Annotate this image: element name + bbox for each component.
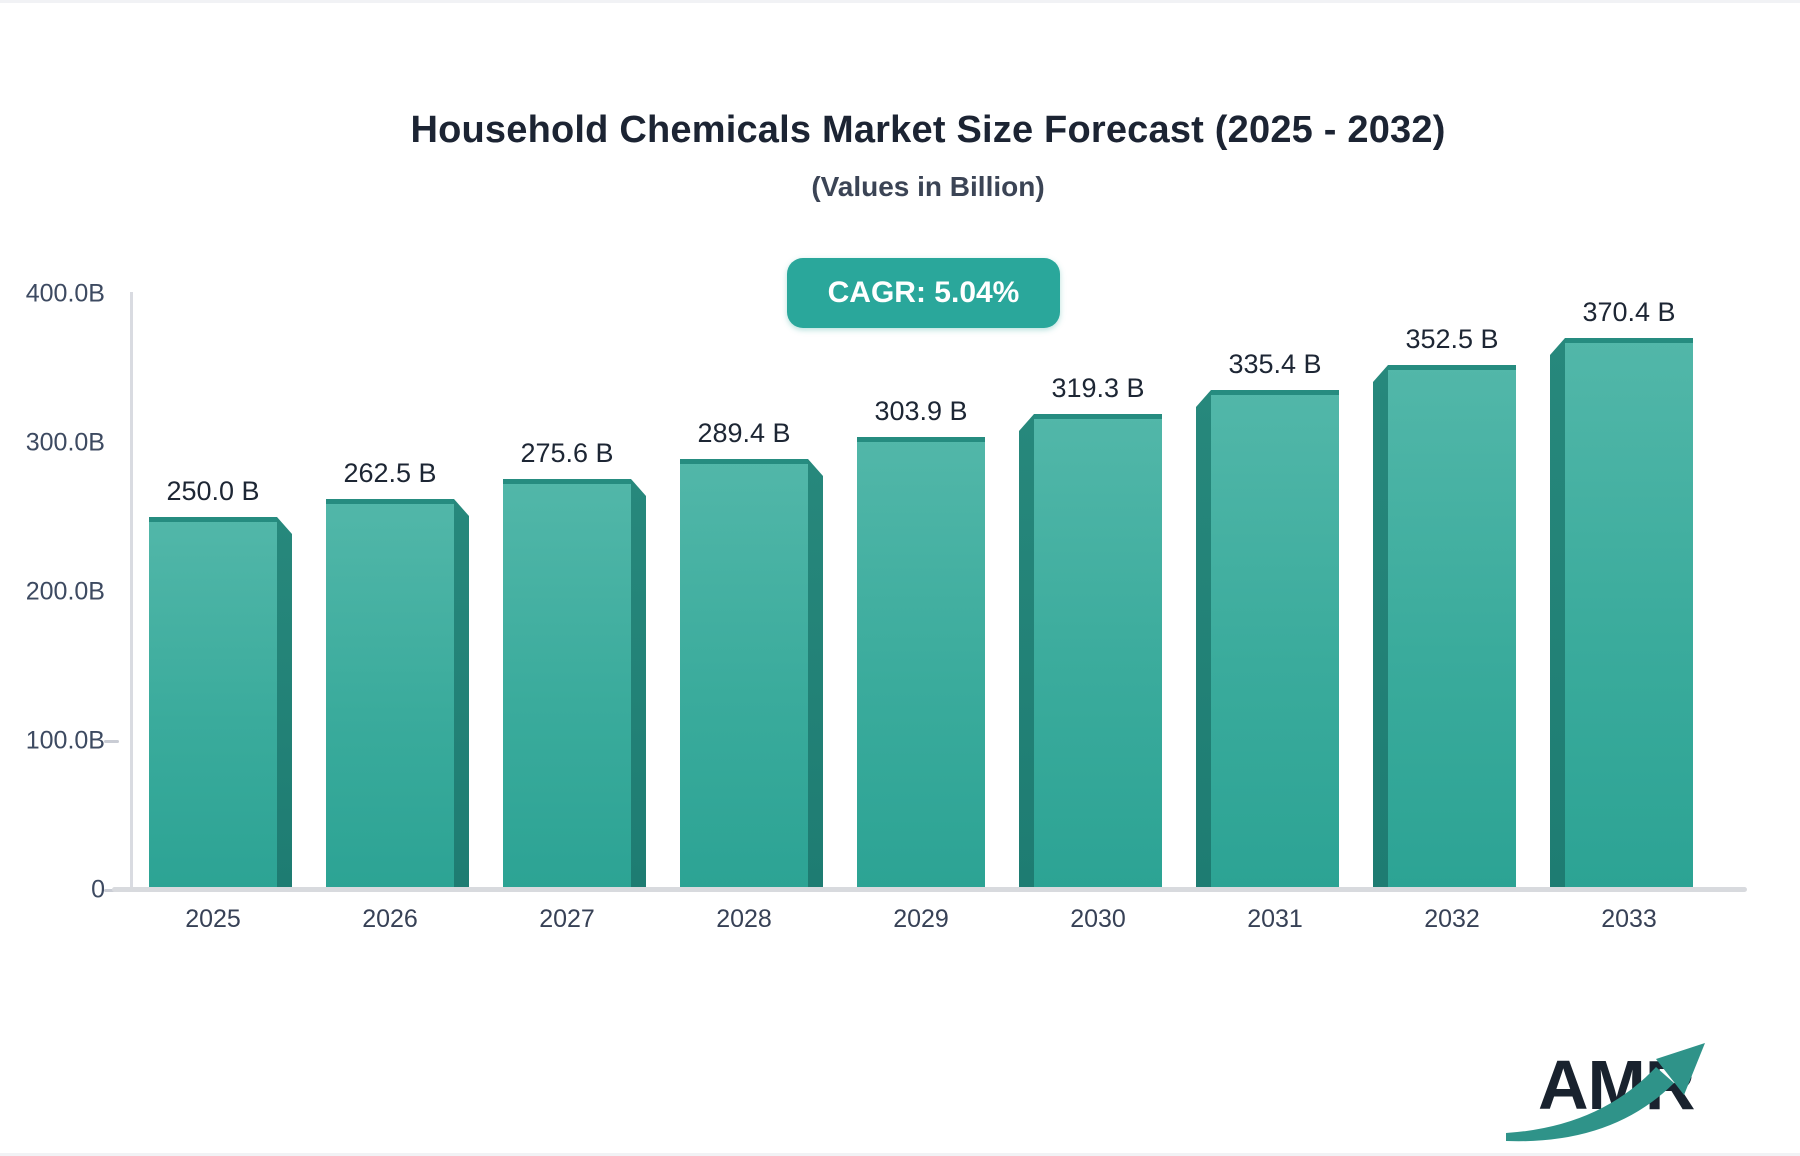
bar-value-label: 303.9 B xyxy=(874,396,968,426)
amr-logo: AMR xyxy=(1506,1043,1705,1142)
x-axis-label: 2030 xyxy=(1070,905,1126,933)
bar-value-label: 250.0 B xyxy=(166,476,260,506)
bar-side-face-2026 xyxy=(454,499,469,890)
bar-2027 xyxy=(503,479,631,890)
bar-top-rim xyxy=(1565,338,1693,343)
bar-top-rim xyxy=(680,459,808,464)
x-axis-label: 2033 xyxy=(1601,905,1657,933)
y-axis-tick xyxy=(104,740,119,743)
chart-subtitle: (Values in Billion) xyxy=(811,171,1045,202)
bar-side-face-2027 xyxy=(631,479,646,890)
bar-side-face-2028 xyxy=(808,459,823,890)
bar-top-rim xyxy=(857,437,985,442)
bar-side-face-2025 xyxy=(277,517,292,890)
bar-value-label: 319.3 B xyxy=(1051,373,1145,403)
x-axis-label: 2029 xyxy=(893,905,949,933)
chart-title: Household Chemicals Market Size Forecast… xyxy=(410,109,1446,151)
bar-value-label: 275.6 B xyxy=(520,438,614,468)
bar-top-rim xyxy=(326,499,454,504)
bar-value-label: 289.4 B xyxy=(697,418,791,448)
bar-top-rim xyxy=(503,479,631,484)
bar-value-label: 370.4 B xyxy=(1582,297,1676,327)
x-axis-label: 2028 xyxy=(716,905,772,933)
bar-2025 xyxy=(149,517,277,890)
bar-side-face-2031 xyxy=(1196,390,1211,890)
bar-top-rim xyxy=(149,517,277,522)
y-axis-line xyxy=(130,292,133,890)
x-axis-label: 2026 xyxy=(362,905,418,933)
bar-2030 xyxy=(1034,414,1162,890)
bar-2033 xyxy=(1565,338,1693,890)
y-axis-label: 0 xyxy=(91,875,105,904)
bar-side-face-2030 xyxy=(1019,414,1034,890)
cagr-badge: CAGR: 5.04% xyxy=(787,258,1060,328)
bar-2031 xyxy=(1211,390,1339,890)
x-axis-label: 2031 xyxy=(1247,905,1303,933)
bar-value-label: 262.5 B xyxy=(343,458,437,488)
bar-top-rim xyxy=(1388,365,1516,370)
y-axis-label: 100.0B xyxy=(25,726,105,755)
bar-top-rim xyxy=(1034,414,1162,419)
bar-top-rim xyxy=(1211,390,1339,395)
amr-logo-arrow-swoosh xyxy=(1506,1067,1674,1142)
bar-value-label: 352.5 B xyxy=(1405,324,1499,354)
x-axis-label: 2025 xyxy=(185,905,241,933)
bar-side-face-2033 xyxy=(1550,338,1565,890)
x-axis-label: 2032 xyxy=(1424,905,1480,933)
y-axis-label: 300.0B xyxy=(25,428,105,457)
bar-2026 xyxy=(326,499,454,890)
x-axis-line xyxy=(112,887,1747,892)
amr-logo-arrowhead xyxy=(1656,1043,1705,1095)
bar-chart-plot-area: 400.0B 300.0B 200.0B 100.0B 0 250.0 B 2025 262.… xyxy=(0,3,1800,1153)
bar-2028 xyxy=(680,459,808,890)
y-axis-tick xyxy=(104,889,119,892)
y-axis-label: 200.0B xyxy=(25,577,105,606)
bar-2029 xyxy=(857,437,985,890)
bar-side-face-2032 xyxy=(1373,365,1388,890)
y-axis-label: 400.0B xyxy=(25,279,105,308)
bar-value-label: 335.4 B xyxy=(1228,349,1322,379)
x-axis-label: 2027 xyxy=(539,905,595,933)
bar-2032 xyxy=(1388,365,1516,890)
